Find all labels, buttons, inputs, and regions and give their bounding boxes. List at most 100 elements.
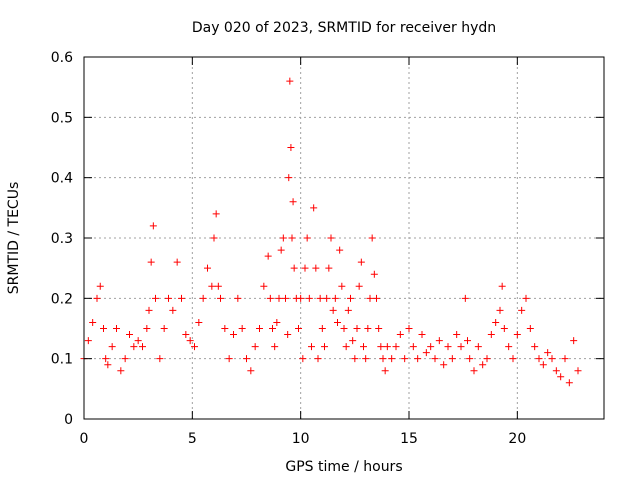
data-point xyxy=(405,325,413,332)
data-point xyxy=(301,264,309,272)
data-point xyxy=(388,355,396,363)
y-tick-label: 0.1 xyxy=(51,352,73,368)
y-tick-label: 0.6 xyxy=(51,50,73,66)
data-point xyxy=(522,294,530,302)
data-point xyxy=(234,294,242,302)
data-point xyxy=(548,355,556,363)
data-point xyxy=(531,343,539,351)
data-point xyxy=(474,343,482,351)
data-point xyxy=(379,355,387,363)
data-point xyxy=(344,306,352,314)
data-point xyxy=(535,355,543,363)
data-point xyxy=(470,367,478,375)
data-point xyxy=(418,331,426,339)
data-point xyxy=(318,325,326,332)
data-point xyxy=(331,294,339,302)
data-point xyxy=(422,349,430,357)
data-point xyxy=(295,325,302,332)
data-point xyxy=(364,325,372,332)
data-point xyxy=(464,337,471,345)
x-tick-label: 0 xyxy=(80,431,89,447)
data-point xyxy=(500,325,508,332)
data-point xyxy=(273,318,281,326)
data-point xyxy=(282,294,289,302)
x-tick-label: 5 xyxy=(188,431,197,447)
data-point xyxy=(492,318,500,326)
data-point xyxy=(271,343,279,351)
data-point xyxy=(117,367,125,375)
data-point xyxy=(260,282,268,290)
data-point xyxy=(256,325,263,332)
data-point xyxy=(392,343,400,351)
data-point xyxy=(409,343,417,351)
data-point xyxy=(314,355,322,363)
data-point xyxy=(342,343,350,351)
data-point xyxy=(325,264,333,272)
data-point xyxy=(286,77,294,85)
data-point xyxy=(526,325,534,332)
data-point xyxy=(210,234,218,242)
data-point xyxy=(565,379,573,387)
chart-title: Day 020 of 2023, SRMTID for receiver hyd… xyxy=(192,20,496,36)
y-tick-label: 0.5 xyxy=(51,110,73,126)
data-point xyxy=(323,294,331,302)
data-point xyxy=(557,373,565,381)
data-point xyxy=(297,294,305,302)
data-point xyxy=(89,318,97,326)
data-point xyxy=(448,355,456,363)
data-point xyxy=(401,355,409,363)
data-point xyxy=(287,144,295,151)
data-point xyxy=(165,294,172,302)
data-point xyxy=(303,234,311,242)
data-point xyxy=(149,222,157,230)
data-point xyxy=(139,343,146,351)
data-point xyxy=(574,367,582,375)
data-point xyxy=(505,343,513,351)
data-point xyxy=(214,282,222,290)
data-point xyxy=(130,343,138,351)
data-point xyxy=(230,331,237,339)
axis-ticks: 0 0.1 0.2 0.3 0.4 0.5 0.6 0 5 10 15 20 xyxy=(51,50,604,447)
y-tick-label: 0.3 xyxy=(51,231,73,247)
x-axis-label: GPS time / hours xyxy=(285,459,402,475)
data-point xyxy=(247,367,255,375)
data-point xyxy=(191,343,198,351)
data-point xyxy=(357,258,365,266)
data-point xyxy=(221,325,229,332)
data-point xyxy=(143,325,151,332)
data-point xyxy=(329,306,337,314)
data-point xyxy=(310,204,318,212)
y-tick-label: 0.4 xyxy=(51,171,73,187)
data-point xyxy=(284,331,292,339)
data-point xyxy=(238,325,246,332)
data-point xyxy=(321,343,328,351)
data-point xyxy=(290,264,298,272)
data-point xyxy=(208,282,216,290)
data-point xyxy=(353,325,361,332)
data-point xyxy=(427,343,435,351)
data-point xyxy=(134,337,142,345)
y-tick-label: 0.2 xyxy=(51,291,73,307)
data-point xyxy=(126,331,133,339)
data-point xyxy=(169,306,177,314)
data-point xyxy=(264,252,272,260)
data-point xyxy=(351,355,359,363)
data-point xyxy=(93,294,101,302)
data-point xyxy=(381,367,389,375)
x-tick-label: 15 xyxy=(400,431,418,447)
data-point xyxy=(366,294,374,302)
x-tick-label: 20 xyxy=(508,431,526,447)
data-point xyxy=(444,343,452,351)
data-point xyxy=(370,270,378,278)
data-point xyxy=(285,174,293,182)
data-point xyxy=(266,294,274,302)
data-point xyxy=(466,355,474,363)
data-point xyxy=(199,294,207,302)
data-point xyxy=(145,306,153,314)
data-point xyxy=(513,331,521,339)
data-point xyxy=(457,343,465,351)
data-point xyxy=(204,264,211,272)
data-point xyxy=(544,349,552,357)
data-point xyxy=(147,258,155,266)
